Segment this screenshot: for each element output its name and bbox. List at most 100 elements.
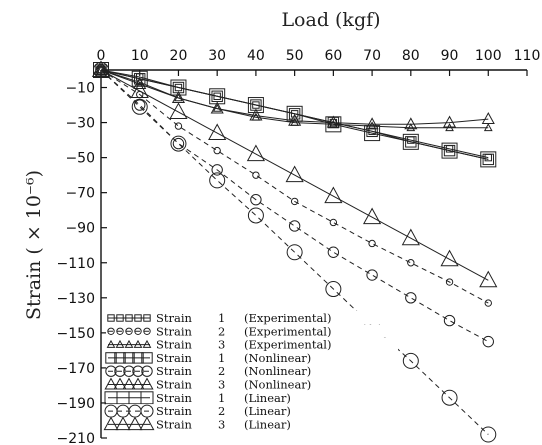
y-tick-label: −50 [65, 151, 95, 167]
legend-background [106, 324, 398, 338]
data-point-square [209, 88, 226, 105]
y-tick-label: −210 [57, 431, 95, 445]
data-point-square [364, 125, 381, 142]
data-point-triangle [115, 416, 131, 431]
legend-entry: Strain 2 (Experimental) [106, 324, 398, 338]
series-layer [91, 60, 498, 443]
data-point-circle [134, 327, 142, 335]
legend-label-number: 3 [218, 338, 225, 352]
legend-background [106, 404, 398, 418]
data-point-square [141, 352, 153, 364]
data-point-circle [407, 259, 415, 267]
data-point-square [213, 92, 221, 100]
legend-entry: Strain 3 (Experimental) [106, 337, 398, 352]
legend-entry: Strain 2 (Nonlinear) [105, 364, 398, 378]
data-point-circle [209, 172, 226, 189]
data-point-square [443, 144, 456, 157]
x-tick-label: 80 [402, 48, 420, 64]
data-point-triangle [106, 339, 116, 348]
legend-label-number: 3 [218, 417, 225, 431]
data-point-triangle [133, 339, 143, 348]
data-point-triangle [140, 377, 154, 390]
legend-entry: Strain 1 (Nonlinear) [105, 350, 398, 365]
legend-label-model: (Linear) [244, 404, 291, 418]
data-point-circle [170, 135, 187, 152]
y-tick-label: −90 [65, 221, 95, 237]
series-line [100, 69, 489, 304]
x-tick-label: 110 [514, 48, 541, 64]
x-tick-label: 100 [475, 48, 502, 64]
series-line [100, 69, 489, 435]
data-point-circle [114, 365, 126, 377]
data-point-square [402, 133, 419, 150]
y-axis-title: Strain ( × 10⁻⁶) [23, 170, 45, 320]
x-tick-label: 0 [97, 48, 106, 64]
data-point-triangle [169, 102, 188, 120]
legend-label-name: Strain [156, 391, 193, 405]
data-point-square [105, 352, 117, 364]
legend: Strain 1 (Experimental) Strain 2 (Experimenta… [103, 311, 398, 431]
data-point-triangle [94, 62, 108, 75]
data-point-triangle [127, 416, 143, 431]
x-tick-label: 10 [131, 48, 149, 64]
y-tick-label: −110 [57, 256, 95, 272]
y-tick-label: −70 [65, 186, 95, 202]
legend-label-name: Strain [156, 404, 193, 418]
data-point-triangle [104, 377, 118, 390]
series-line [100, 69, 489, 125]
legend-label-name: Strain [156, 311, 193, 325]
x-tick-label: 90 [441, 48, 459, 64]
data-point-triangle [131, 377, 145, 390]
data-point-circle [402, 352, 419, 369]
series-group [91, 60, 498, 288]
data-point-triangle [479, 270, 498, 288]
legend-background [106, 417, 398, 431]
legend-label-name: Strain [156, 351, 193, 365]
x-tick-label: 60 [324, 48, 342, 64]
legend-label-name: Strain [156, 324, 193, 338]
series-group [97, 66, 492, 307]
data-point-triangle [481, 112, 495, 125]
series-line [100, 69, 489, 343]
legend-background [106, 377, 398, 391]
data-point-circle [211, 164, 223, 176]
data-point-square [247, 97, 264, 114]
x-axis-title: Load (kgf) [281, 9, 380, 31]
data-point-triangle [210, 101, 224, 114]
data-point-square [366, 125, 378, 138]
x-tick-label: 20 [170, 48, 188, 64]
data-point-square [131, 70, 148, 87]
legend-label-model: (Experimental) [244, 311, 331, 325]
data-point-triangle [406, 123, 416, 132]
legend-background [106, 337, 398, 351]
y-tick-label: −10 [65, 81, 95, 97]
data-point-triangle [133, 76, 147, 90]
data-point-circle [252, 171, 260, 179]
legend-label-name: Strain [156, 378, 193, 392]
data-point-triangle [113, 377, 127, 390]
data-point-circle [329, 218, 338, 227]
legend-label-name: Strain [156, 338, 193, 352]
legend-background [106, 390, 398, 404]
data-point-circle [250, 193, 262, 206]
data-point-circle [107, 327, 115, 335]
y-tick-label: −150 [57, 326, 95, 342]
data-point-circle [286, 244, 303, 261]
data-point-triangle [103, 416, 119, 431]
series-group [95, 64, 494, 348]
data-point-triangle [139, 416, 155, 431]
data-point-circle [368, 239, 376, 248]
legend-label-model: (Nonlinear) [244, 378, 311, 392]
legend-label-number: 1 [218, 391, 225, 405]
legend-label-model: (Nonlinear) [244, 351, 311, 365]
legend-label-model: (Nonlinear) [244, 364, 311, 378]
data-point-circle [288, 220, 301, 232]
legend-label-model: (Linear) [244, 417, 291, 431]
legend-entry: Strain 2 (Linear) [104, 404, 398, 418]
y-tick-label: −30 [65, 116, 95, 132]
legend-label-model: (Experimental) [244, 338, 331, 352]
y-tick-label: −130 [57, 291, 95, 307]
legend-entry: Strain 1 (Linear) [104, 390, 398, 405]
data-point-circle [247, 207, 264, 224]
data-point-circle [131, 98, 148, 115]
